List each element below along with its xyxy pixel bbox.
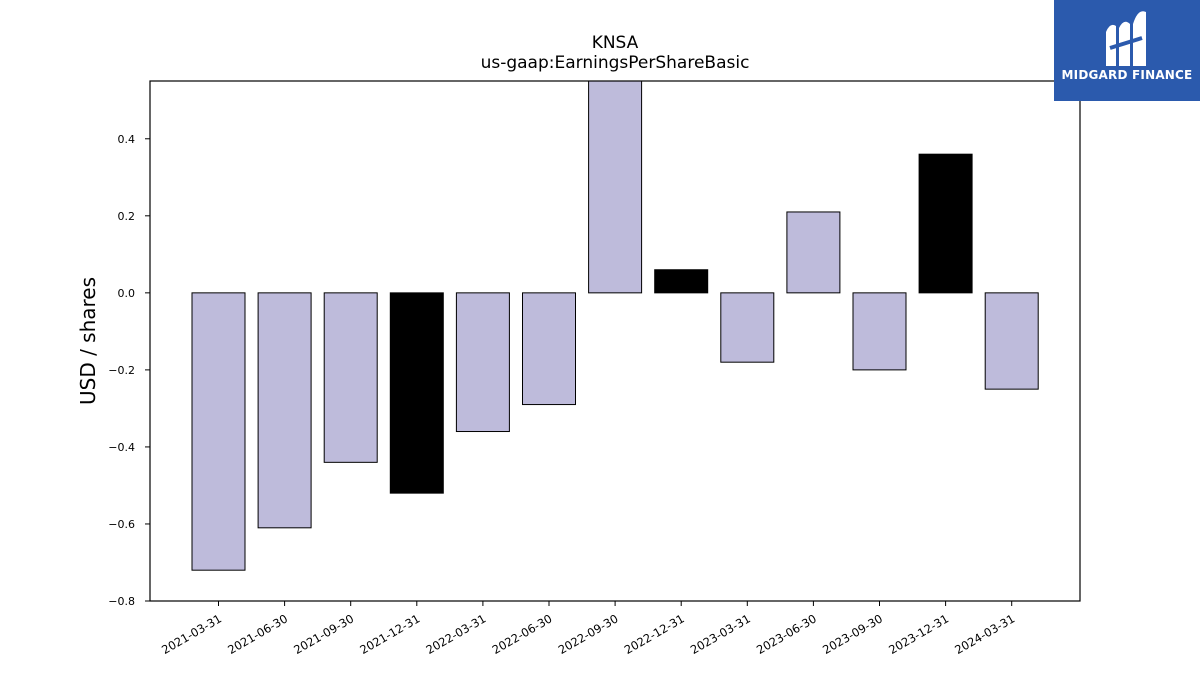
logo-text: MIDGARD FINANCE — [1061, 68, 1193, 82]
y-ticks: −0.8 −0.6 −0.4 −0.2 0.0 0.2 0.4 — [108, 133, 150, 608]
x-tick-label: 2024-03-31 — [952, 611, 1017, 657]
y-tick-label: 0.2 — [118, 210, 136, 223]
bar-2021-06-30 — [257, 292, 312, 529]
x-tick-label: 2023-06-30 — [754, 611, 819, 657]
bar-2023-09-30 — [852, 292, 907, 371]
x-tick-label: 2021-06-30 — [225, 611, 290, 657]
bar-2022-06-30 — [522, 292, 576, 406]
x-ticks: 2021-03-31 2021-06-30 2021-09-30 2021-12-31… — [159, 601, 1017, 657]
plot-frame — [149, 80, 1081, 602]
y-tick-label: −0.4 — [108, 441, 135, 454]
bar-2021-09-30 — [323, 292, 378, 463]
x-tick-label: 2023-09-30 — [820, 611, 885, 657]
bar-2022-12-31 — [654, 269, 709, 294]
bar-2023-12-31 — [918, 153, 973, 294]
bar-2021-12-31 — [389, 292, 444, 494]
x-tick-label: 2021-12-31 — [357, 611, 422, 657]
x-tick-label: 2022-06-30 — [490, 611, 555, 657]
midgard-m-icon — [1106, 11, 1146, 66]
x-tick-label: 2021-09-30 — [291, 611, 356, 657]
x-tick-label: 2021-03-31 — [159, 611, 224, 657]
y-axis-label: USD / shares — [76, 277, 100, 405]
bars — [191, 80, 1039, 571]
x-tick-label: 2023-12-31 — [886, 611, 951, 657]
bar-2021-03-31 — [191, 292, 246, 571]
x-tick-label: 2022-09-30 — [556, 611, 621, 657]
bar-2024-03-31 — [984, 292, 1039, 390]
bar-2023-06-30 — [786, 211, 841, 294]
x-tick-label: 2022-03-31 — [424, 611, 489, 657]
y-tick-label: 0.4 — [118, 133, 136, 146]
bar-2022-09-30 — [588, 80, 643, 294]
y-tick-label: −0.6 — [108, 518, 135, 531]
midgard-finance-logo: MIDGARD FINANCE — [1054, 0, 1200, 101]
chart-title: KNSA — [592, 33, 639, 53]
y-tick-label: −0.8 — [108, 595, 135, 608]
x-tick-label: 2023-03-31 — [688, 611, 753, 657]
bar-2022-03-31 — [455, 292, 510, 433]
x-tick-label: 2022-12-31 — [622, 611, 687, 657]
chart-subtitle: us-gaap:EarningsPerShareBasic — [481, 53, 750, 73]
y-tick-label: −0.2 — [108, 364, 135, 377]
y-tick-label: 0.0 — [118, 287, 136, 300]
bar-2023-03-31 — [720, 292, 775, 363]
